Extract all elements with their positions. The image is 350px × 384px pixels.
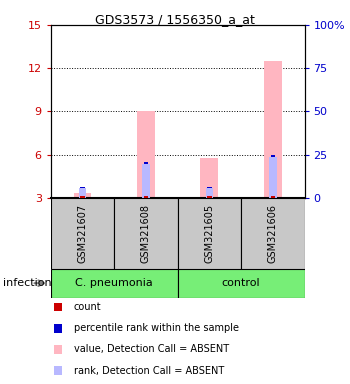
Text: GSM321608: GSM321608 xyxy=(141,204,151,263)
Text: rank, Detection Call = ABSENT: rank, Detection Call = ABSENT xyxy=(74,366,224,376)
Bar xyxy=(271,196,275,198)
Text: GDS3573 / 1556350_a_at: GDS3573 / 1556350_a_at xyxy=(95,13,255,26)
Bar xyxy=(201,158,218,198)
Bar xyxy=(74,193,91,198)
Bar xyxy=(80,187,85,189)
Bar xyxy=(80,196,85,198)
Bar xyxy=(207,196,211,198)
Bar xyxy=(51,269,177,298)
Text: count: count xyxy=(74,302,101,312)
Text: C. pneumonia: C. pneumonia xyxy=(75,278,153,288)
Text: GSM321605: GSM321605 xyxy=(204,204,214,263)
Bar xyxy=(241,198,304,269)
Text: GSM321606: GSM321606 xyxy=(268,204,278,263)
Bar xyxy=(137,111,155,198)
Bar xyxy=(269,157,277,198)
Bar xyxy=(79,189,86,198)
Text: infection: infection xyxy=(4,278,52,288)
Text: GSM321607: GSM321607 xyxy=(77,204,88,263)
Text: control: control xyxy=(222,278,260,288)
Bar xyxy=(205,189,213,198)
Bar xyxy=(177,198,241,269)
Bar xyxy=(144,196,148,198)
Bar xyxy=(51,198,114,269)
Bar xyxy=(271,155,275,157)
Text: value, Detection Call = ABSENT: value, Detection Call = ABSENT xyxy=(74,344,229,354)
Bar xyxy=(114,198,177,269)
Text: percentile rank within the sample: percentile rank within the sample xyxy=(74,323,238,333)
Bar xyxy=(177,269,304,298)
Bar xyxy=(142,164,150,198)
Bar xyxy=(207,187,211,189)
Bar xyxy=(144,162,148,164)
Bar xyxy=(264,61,282,198)
